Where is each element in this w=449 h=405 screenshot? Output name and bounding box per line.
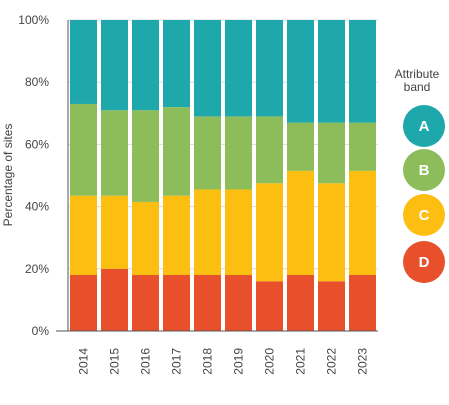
bar-segment-b-2019 — [225, 116, 252, 190]
x-tick-label: 2022 — [325, 348, 339, 375]
x-tick-label: 2015 — [108, 348, 122, 375]
y-axis-label-group: Percentage of sites — [1, 124, 15, 227]
legend-badge-a: A — [403, 105, 445, 147]
bar-segment-b-2014 — [70, 103, 97, 196]
bar-segment-a-2018 — [194, 20, 221, 117]
x-tick-label: 2018 — [201, 348, 215, 375]
y-tick-label: 80% — [25, 75, 49, 89]
bar-segment-c-2019 — [225, 189, 252, 276]
bar-segment-a-2014 — [70, 20, 97, 104]
x-tick-label: 2016 — [139, 348, 153, 375]
legend-badge-b: B — [403, 149, 445, 191]
bar-segment-d-2017 — [163, 275, 190, 331]
bar-segment-c-2021 — [287, 170, 314, 276]
bar-segment-b-2020 — [256, 116, 283, 184]
bar-segment-c-2018 — [194, 189, 221, 276]
y-tick-labels: 0% 20% 40% 60% 80% 100% — [18, 13, 49, 338]
x-tick-label: 2020 — [263, 348, 277, 375]
bar-segment-d-2021 — [287, 275, 314, 331]
bar-segment-d-2023 — [349, 275, 376, 331]
bar-segment-a-2015 — [101, 20, 128, 111]
bar-segment-c-2015 — [101, 195, 128, 269]
x-tick-labels: 2014 2015 2016 2017 2018 2019 2020 2021 2022 2023 — [77, 348, 370, 375]
y-tick-label: 40% — [25, 200, 49, 214]
bar-segment-d-2015 — [101, 268, 128, 331]
bar-segment-b-2016 — [132, 110, 159, 202]
bar-segment-b-2023 — [349, 122, 376, 171]
bar-segment-d-2022 — [318, 281, 345, 331]
bar-segment-a-2021 — [287, 20, 314, 123]
legend-badge-c: C — [403, 194, 445, 236]
x-tick-label: 2019 — [232, 348, 246, 375]
bar-segment-b-2017 — [163, 107, 190, 196]
bar-segment-a-2023 — [349, 20, 376, 123]
bar-segment-b-2022 — [318, 122, 345, 184]
y-tick-label: 100% — [18, 13, 49, 27]
x-tick-label: 2014 — [77, 348, 91, 375]
bar-segment-a-2016 — [132, 20, 159, 111]
bar-segment-d-2020 — [256, 281, 283, 331]
bar-segment-c-2014 — [70, 195, 97, 276]
bar-segment-a-2020 — [256, 20, 283, 117]
bar-segment-b-2015 — [101, 110, 128, 196]
bar-segment-a-2022 — [318, 20, 345, 123]
bar-segment-b-2018 — [194, 116, 221, 190]
y-tick-label: 0% — [32, 324, 50, 338]
bars — [70, 20, 376, 331]
y-axis-title: Percentage of sites — [1, 124, 15, 227]
bar-segment-a-2019 — [225, 20, 252, 117]
bar-segment-d-2018 — [194, 275, 221, 331]
x-tick-label: 2021 — [294, 348, 308, 375]
bar-segment-a-2017 — [163, 20, 190, 108]
axes — [56, 20, 378, 332]
y-tick-label: 60% — [25, 137, 49, 151]
legend-title: Attribute band — [394, 67, 440, 94]
bar-segment-c-2017 — [163, 195, 190, 276]
legend-badge-d: D — [403, 241, 445, 283]
bar-segment-c-2016 — [132, 201, 159, 276]
x-tick-label: 2023 — [356, 348, 370, 375]
bar-segment-b-2021 — [287, 122, 314, 171]
bar-segment-c-2020 — [256, 183, 283, 282]
bar-segment-d-2019 — [225, 275, 252, 331]
y-tick-label: 20% — [25, 262, 49, 276]
bar-segment-d-2016 — [132, 275, 159, 331]
bar-segment-c-2023 — [349, 170, 376, 276]
bar-segment-d-2014 — [70, 275, 97, 331]
bar-segment-c-2022 — [318, 183, 345, 282]
x-tick-label: 2017 — [170, 348, 184, 375]
